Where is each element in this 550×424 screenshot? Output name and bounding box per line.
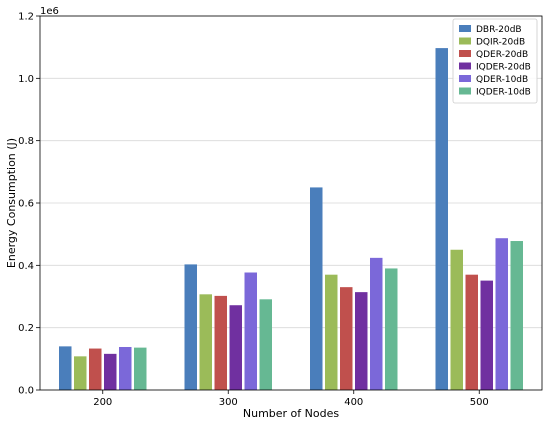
- bar-qder-10db-200: [119, 346, 132, 390]
- bar-dqir-20db-300: [199, 294, 212, 390]
- bar-dbr-20db-400: [310, 187, 323, 390]
- legend-swatch: [459, 87, 471, 95]
- bar-qder-10db-500: [495, 238, 508, 390]
- legend-swatch: [459, 25, 471, 32]
- bar-dbr-20db-300: [184, 264, 197, 390]
- bar-iqder-20db-500: [480, 280, 493, 390]
- legend-label: DQIR-20dB: [476, 38, 525, 48]
- x-axis-label: Number of Nodes: [243, 407, 339, 420]
- y-tick-label: 0.0: [18, 386, 34, 397]
- x-tick-label: 300: [219, 397, 238, 408]
- bar-qder-20db-500: [465, 274, 478, 390]
- legend-swatch: [459, 62, 471, 70]
- bar-qder-20db-300: [214, 295, 227, 390]
- legend-label: QDER-20dB: [476, 50, 528, 60]
- y-tick-label: 0.2: [18, 323, 34, 334]
- bar-iqder-10db-500: [510, 241, 523, 390]
- legend-swatch: [459, 75, 471, 82]
- bar-iqder-10db-400: [385, 268, 398, 390]
- legend-label: IQDER-20dB: [476, 63, 531, 73]
- legend-box: [452, 18, 538, 104]
- bar-iqder-10db-300: [259, 299, 272, 390]
- y-axis-label: Energy Consumption (J): [5, 138, 18, 268]
- bar-iqder-20db-300: [229, 305, 242, 390]
- x-tick-label: 500: [470, 397, 489, 408]
- bar-dqir-20db-200: [74, 356, 87, 390]
- x-tick-label: 400: [344, 397, 363, 408]
- bar-iqder-20db-200: [104, 353, 117, 390]
- bar-qder-20db-200: [89, 348, 102, 390]
- bar-iqder-10db-200: [134, 347, 147, 390]
- legend-swatch: [459, 37, 471, 45]
- legend-label: IQDER-10dB: [476, 88, 531, 98]
- bars-group: [59, 48, 523, 391]
- y-scale-label: 1e6: [40, 6, 59, 17]
- y-tick-label: 0.6: [18, 199, 34, 210]
- y-axis-ticks: 0.0 0.2 0.4 0.6 0.8 1.0 1.2: [18, 12, 40, 397]
- bar-iqder-20db-400: [355, 292, 368, 390]
- legend-label: DBR-20dB: [476, 25, 522, 35]
- bar-dqir-20db-500: [450, 249, 463, 390]
- bar-qder-10db-300: [244, 272, 257, 390]
- bar-dqir-20db-400: [325, 274, 338, 390]
- y-tick-label: 1.2: [18, 12, 34, 23]
- legend-label: QDER-10dB: [476, 75, 528, 85]
- bar-qder-20db-400: [340, 287, 353, 390]
- legend: DBR-20dB DQIR-20dB QDER-20dB IQDER-20dB QDER…: [452, 18, 538, 104]
- x-axis-ticks: 200 300 400 500: [93, 390, 489, 408]
- y-tick-label: 0.8: [18, 136, 34, 147]
- y-tick-label: 1.0: [18, 74, 34, 85]
- x-tick-label: 200: [93, 397, 112, 408]
- legend-swatch: [459, 50, 471, 57]
- bar-dbr-20db-200: [59, 346, 72, 390]
- bar-dbr-20db-500: [435, 48, 448, 391]
- y-tick-label: 0.4: [18, 261, 34, 272]
- bar-qder-10db-400: [370, 257, 383, 390]
